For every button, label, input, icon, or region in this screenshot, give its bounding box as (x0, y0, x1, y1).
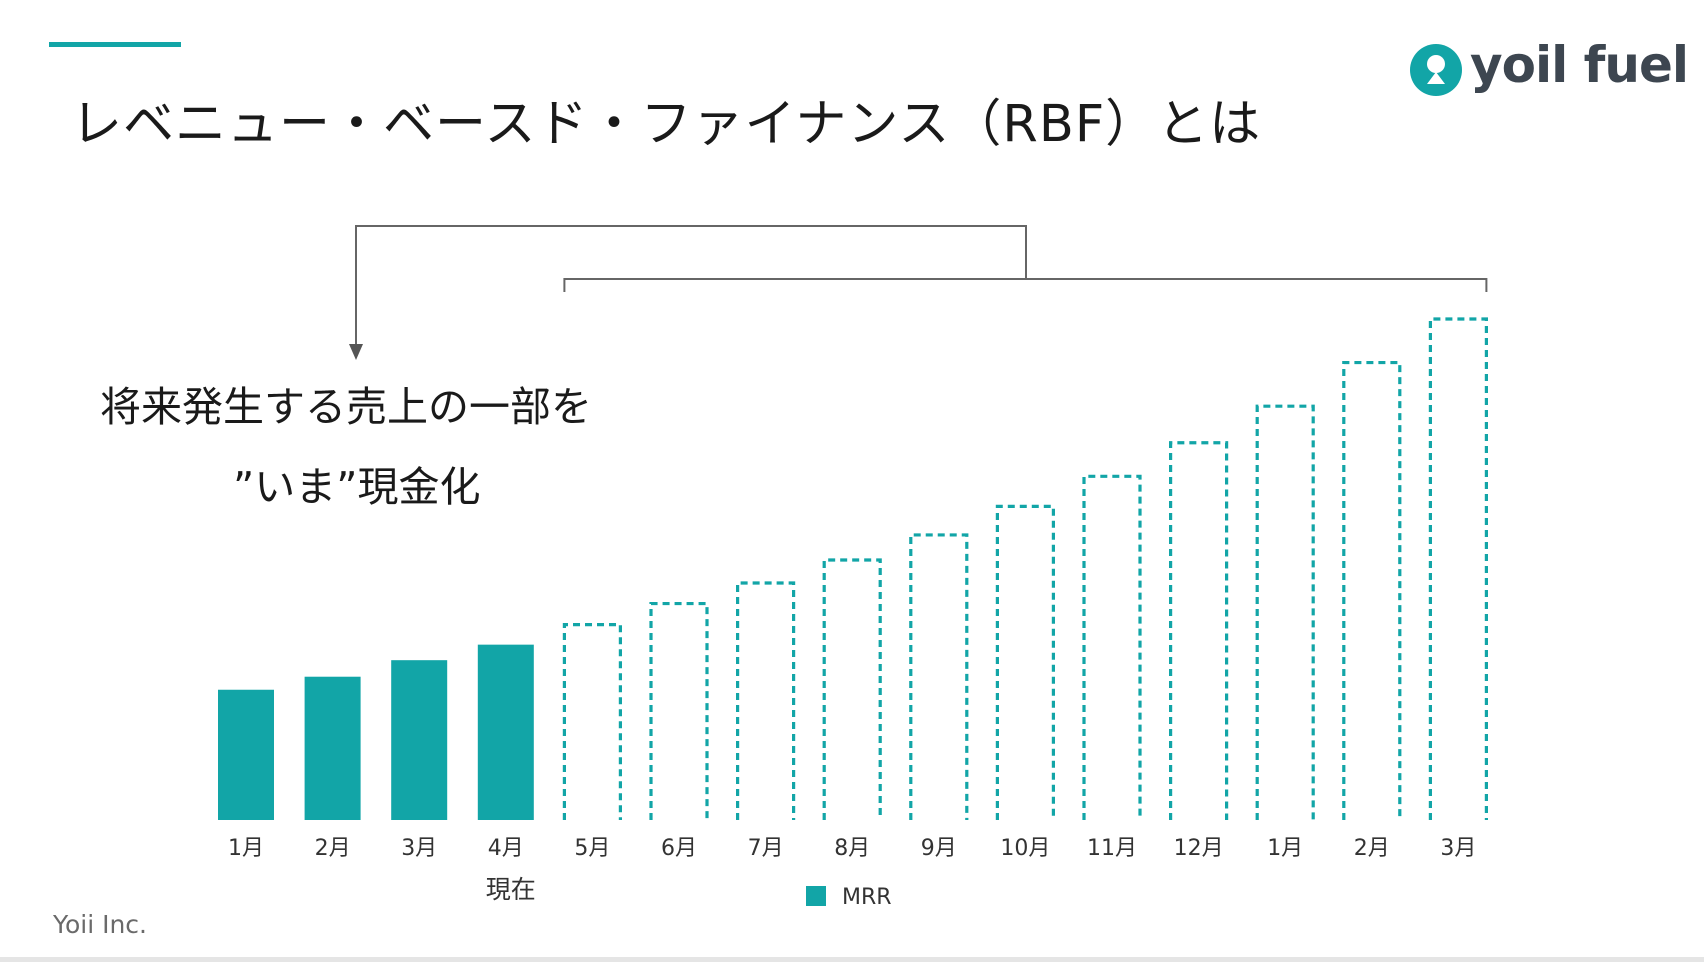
subline: ”いま”現金化 (233, 463, 481, 511)
x-tick-label: 5月 (574, 836, 610, 861)
x-tick-label: 12月 (1174, 836, 1224, 861)
bar-forecast (1255, 404, 1315, 820)
bar-forecast (995, 504, 1055, 820)
bar-forecast (1082, 474, 1142, 820)
bar-forecast (649, 601, 709, 820)
x-tick-label: 1月 (228, 836, 264, 861)
forecast-bracket (563, 278, 1488, 292)
bar-actual (218, 689, 274, 820)
legend-label: MRR (842, 885, 892, 910)
current-marker-label: 現在 (486, 875, 536, 904)
bar-forecast (822, 558, 882, 820)
x-tick-label: 7月 (748, 836, 784, 861)
x-tick-label: 3月 (401, 836, 437, 861)
bar-forecast (909, 533, 969, 820)
x-tick-label: 11月 (1087, 836, 1137, 861)
x-tick-label: 9月 (921, 836, 957, 861)
headline: 将来発生する売上の一部を (100, 383, 592, 431)
x-tick-label: 4月 (488, 836, 524, 861)
x-tick-label: 8月 (834, 836, 870, 861)
company-logo: yoil fuel (1408, 36, 1689, 106)
slide-title: レベニュー・ベースド・ファイナンス（RBF）とは (71, 95, 1262, 154)
bar-forecast (736, 581, 796, 820)
legend-swatch (806, 886, 826, 906)
x-tick-label: 3月 (1440, 836, 1476, 861)
x-tick-label: 1月 (1267, 836, 1303, 861)
x-tick-label: 10月 (1000, 836, 1050, 861)
x-tick-label: 2月 (1354, 836, 1390, 861)
footer-company: Yoii Inc. (53, 910, 147, 939)
title-accent-line (49, 42, 181, 47)
bar-forecast (1428, 317, 1488, 820)
logo-text: yoil fuel (1470, 36, 1689, 94)
bottom-rule (0, 957, 1704, 962)
bar-forecast (562, 623, 622, 820)
bar-actual (304, 676, 361, 820)
bar-actual (477, 644, 534, 820)
connector-arrowhead (349, 344, 363, 360)
x-tick-label: 2月 (315, 836, 351, 861)
bar-forecast (1169, 441, 1229, 820)
bar-forecast (1342, 360, 1402, 820)
bar-actual (391, 660, 448, 820)
connector-line (355, 225, 1027, 348)
logo-pin-icon (1410, 44, 1462, 96)
x-tick-label: 6月 (661, 836, 697, 861)
